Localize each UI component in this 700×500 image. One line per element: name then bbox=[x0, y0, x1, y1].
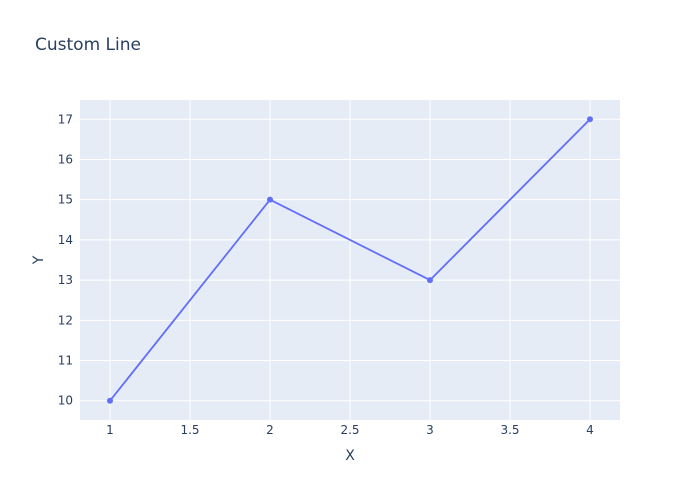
y-tick-label: 11 bbox=[58, 354, 73, 368]
x-tick-label: 3 bbox=[426, 423, 434, 437]
data-point bbox=[587, 116, 593, 123]
x-tick-label: 1.5 bbox=[180, 423, 199, 437]
y-axis-title: Y bbox=[31, 255, 47, 265]
x-tick-label: 3.5 bbox=[500, 423, 519, 437]
series-line bbox=[109, 118, 591, 402]
y-gridlines bbox=[80, 118, 620, 402]
x-tick-label: 4 bbox=[586, 423, 594, 437]
y-tick-label: 13 bbox=[58, 273, 73, 287]
y-tick-label: 12 bbox=[58, 313, 73, 327]
y-tick-labels: 10 11 12 13 14 15 16 17 bbox=[58, 112, 73, 407]
x-tick-label: 1 bbox=[106, 423, 114, 437]
y-tick-label: 10 bbox=[58, 394, 73, 408]
x-tick-label: 2.5 bbox=[340, 423, 359, 437]
series-layer bbox=[107, 116, 593, 404]
x-gridlines bbox=[109, 100, 591, 420]
y-tick-label: 14 bbox=[58, 233, 73, 247]
y-tick-label: 15 bbox=[58, 193, 73, 207]
data-point bbox=[427, 277, 433, 284]
chart-title: Custom Line bbox=[35, 35, 141, 55]
data-point bbox=[267, 196, 273, 203]
data-point bbox=[107, 397, 113, 404]
x-tick-labels: 1 1.5 2 2.5 3 3.5 4 bbox=[106, 423, 594, 437]
y-tick-label: 16 bbox=[58, 152, 73, 166]
x-axis-title: X bbox=[345, 448, 355, 464]
y-tick-label: 17 bbox=[58, 112, 73, 126]
x-tick-label: 2 bbox=[266, 423, 274, 437]
